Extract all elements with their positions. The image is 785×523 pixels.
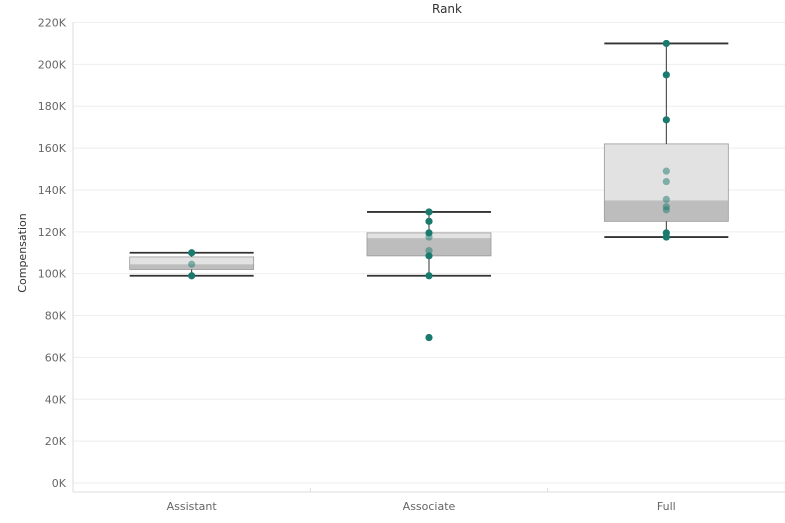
data-point xyxy=(662,233,670,241)
data-point xyxy=(188,260,196,268)
data-point xyxy=(425,217,433,225)
y-tick-label: 80K xyxy=(45,310,67,323)
y-tick-label: 100K xyxy=(38,268,67,281)
y-tick-label: 140K xyxy=(38,184,67,197)
box-lower xyxy=(367,238,491,256)
data-point xyxy=(188,249,196,257)
data-point xyxy=(662,206,670,214)
chart-title: Rank xyxy=(432,2,462,16)
data-point xyxy=(425,208,433,216)
x-tick-label: Associate xyxy=(403,500,456,513)
y-tick-label: 40K xyxy=(45,393,67,406)
data-point xyxy=(662,116,670,124)
data-point xyxy=(662,177,670,186)
x-tick-label: Assistant xyxy=(167,500,218,513)
data-point xyxy=(662,195,670,203)
y-tick-label: 0K xyxy=(52,477,67,490)
y-tick-label: 20K xyxy=(45,435,67,448)
data-point xyxy=(662,71,670,79)
data-point xyxy=(662,39,670,48)
x-tick-label: Full xyxy=(657,500,676,513)
data-point xyxy=(425,252,433,260)
y-tick-label: 220K xyxy=(38,17,67,30)
data-point xyxy=(425,272,433,280)
plot-area xyxy=(129,39,729,342)
data-point xyxy=(662,167,670,175)
data-point xyxy=(425,333,433,342)
y-axis: 0K 20K 40K 60K 80K 100K 120K 140K 160K 180K 200K 22… xyxy=(38,17,67,491)
y-axis-label: Compensation xyxy=(16,213,29,292)
data-point xyxy=(188,272,196,280)
box-upper xyxy=(129,256,254,265)
x-axis: Assistant Associate Full xyxy=(167,500,676,513)
y-tick-label: 60K xyxy=(45,351,67,364)
y-tick-label: 160K xyxy=(38,142,67,155)
data-point xyxy=(425,247,433,255)
y-tick-label: 200K xyxy=(38,58,67,71)
data-point xyxy=(425,233,433,241)
y-tick-label: 180K xyxy=(38,100,67,113)
y-tick-label: 120K xyxy=(38,226,67,239)
